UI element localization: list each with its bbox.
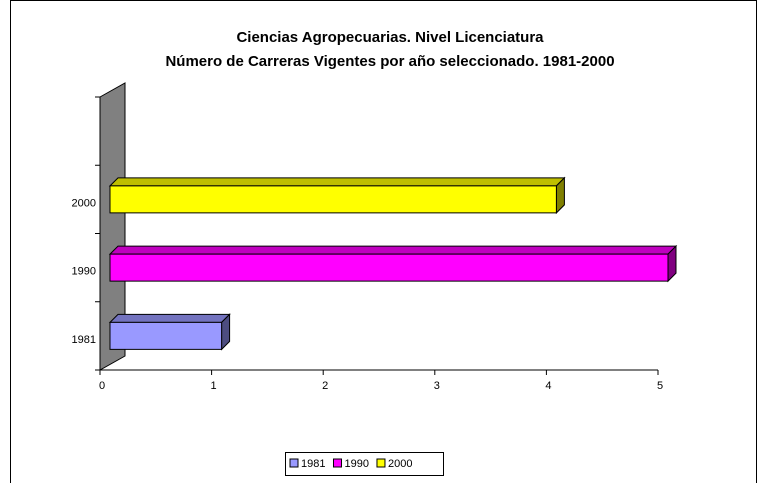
bar-top: [108, 313, 231, 323]
x-tick-label: 2: [322, 380, 328, 392]
chart-subtitle: Número de Carreras Vigentes por año sele…: [165, 53, 614, 70]
chart-frame: [10, 0, 757, 483]
legend: [285, 452, 444, 476]
bar-front: [109, 253, 669, 282]
legend-swatch: [289, 458, 299, 468]
legend-swatch: [376, 458, 386, 468]
bar-front: [109, 321, 223, 350]
bar: [108, 313, 231, 351]
y-tick-label: 1981: [72, 334, 96, 346]
x-tick-label: 0: [99, 380, 105, 392]
y-tick-label: 1990: [72, 266, 96, 278]
bar-top: [108, 245, 678, 255]
x-tick-label: 1: [211, 380, 217, 392]
x-tick-label: 4: [545, 380, 551, 392]
legend-label: 1990: [344, 458, 368, 470]
x-tick-label: 3: [434, 380, 440, 392]
legend-swatch: [332, 458, 342, 468]
legend-label: 2000: [388, 458, 412, 470]
x-tick-label: 5: [657, 380, 663, 392]
chart-title: Ciencias Agropecuarias. Nivel Licenciatu…: [236, 29, 544, 46]
bar: [108, 244, 678, 283]
bar: [108, 176, 566, 215]
bar-front: [109, 185, 557, 214]
bar-top: [108, 177, 566, 187]
y-tick-label: 2000: [72, 197, 96, 209]
legend-label: 1981: [301, 458, 325, 470]
